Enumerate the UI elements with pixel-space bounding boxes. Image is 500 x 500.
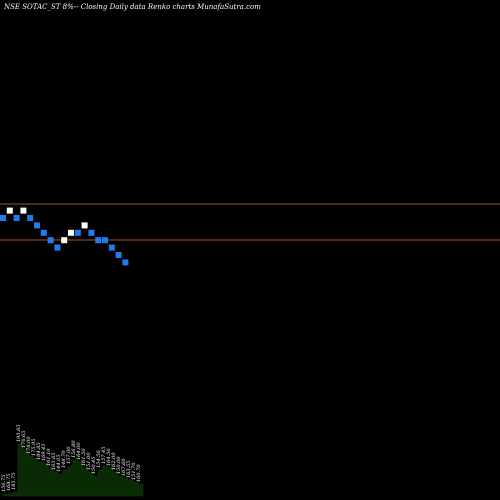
renko-brick <box>68 229 74 236</box>
renko-brick <box>6 207 13 214</box>
renko-brick <box>61 237 68 244</box>
volume-label: 168.75 <box>6 474 12 492</box>
volume-label: 175.95 <box>31 439 37 457</box>
volume-label: 151.00 <box>86 452 92 470</box>
volume-label: 184.85 <box>36 443 42 461</box>
volume-label: 164.50 <box>106 448 112 466</box>
volume-label: 150.00 <box>116 456 122 474</box>
volume-label: 169.45 <box>41 444 47 462</box>
volume-label: 157.00 <box>66 446 72 464</box>
volume-label: 157.45 <box>101 447 107 465</box>
renko-brick <box>40 229 47 236</box>
renko-brick <box>47 237 54 244</box>
renko-brick <box>115 252 122 258</box>
volume-label: 160.70 <box>136 464 142 482</box>
volume-label: 193.65 <box>16 425 22 443</box>
renko-brick <box>102 237 108 244</box>
volume-label: 150.45 <box>91 457 97 475</box>
renko-brick <box>54 244 61 251</box>
volume-label: 144.05 <box>56 455 62 473</box>
renko-brick <box>13 215 20 221</box>
volume-label: 154.50 <box>96 450 102 468</box>
level-lines <box>0 203 500 241</box>
renko-brick <box>0 215 6 221</box>
volume-label: 167.60 <box>121 458 127 476</box>
chart-title: NSE SOTAC_ST 8%-- Closing Daily data Ren… <box>4 3 261 11</box>
renko-brick <box>88 229 95 236</box>
renko-brick <box>108 244 115 251</box>
renko-brick <box>122 259 129 266</box>
volume-label: 163.55 <box>126 461 132 479</box>
volume-label: 161.10 <box>46 448 52 466</box>
renko-brick <box>27 215 34 221</box>
renko-bricks <box>0 207 129 266</box>
renko-brick <box>74 229 81 236</box>
volume-label: 148.70 <box>61 450 67 468</box>
volume-label: 156.80 <box>71 440 77 458</box>
volume-labels: 156.75 168.75 185.75 193.65 176.65 178.00 175.… <box>1 425 142 493</box>
volume-area <box>2 443 144 497</box>
volume-label: 176.65 <box>21 431 27 449</box>
volume-label: 185.75 <box>11 473 17 491</box>
volume-label: 151.70 <box>131 462 137 480</box>
volume-label: 156.75 <box>1 475 7 493</box>
volume-label: 178.00 <box>26 436 32 454</box>
renko-brick <box>95 237 102 244</box>
volume-label: 164.00 <box>76 442 82 460</box>
volume-panel <box>2 443 144 497</box>
volume-label: 162.00 <box>111 452 117 470</box>
volume-label: 163.65 <box>51 453 57 471</box>
renko-brick <box>81 222 88 229</box>
renko-brick <box>34 222 40 229</box>
volume-label: 161.50 <box>81 448 87 466</box>
renko-brick <box>20 207 27 214</box>
